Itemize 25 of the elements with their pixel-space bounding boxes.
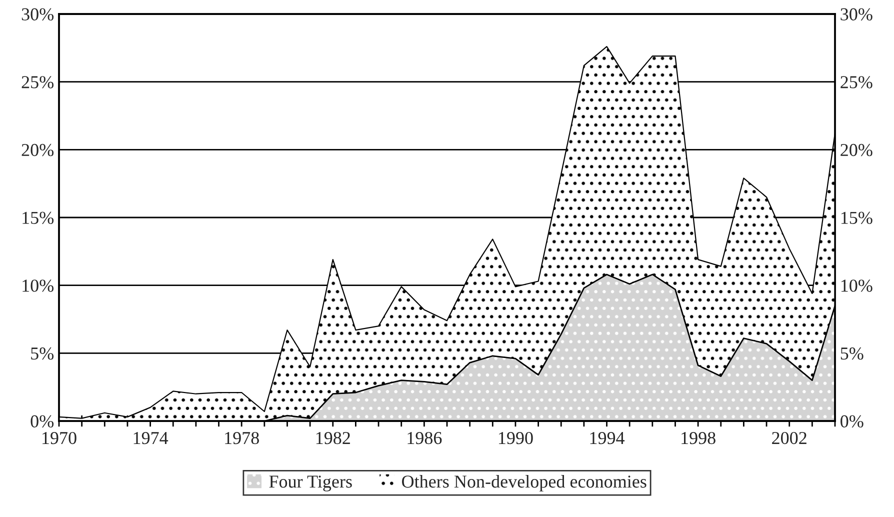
y-tick-label: 0%	[30, 415, 54, 428]
y2-tick-label: 5%	[840, 347, 864, 360]
x-tick-label: 1994	[590, 432, 625, 444]
y-tick-label: 30%	[22, 8, 54, 20]
y2-tick-label: 10%	[841, 280, 872, 292]
x-tick-label: 1978	[225, 432, 259, 444]
y-tick-label: 15%	[22, 212, 54, 224]
x-tick-label: 1990	[499, 432, 533, 444]
y-tick-label: 10%	[22, 280, 54, 292]
y2-tick-label: 15%	[841, 212, 872, 224]
y-tick-label: 20%	[22, 144, 54, 156]
y2-tick-label: 0%	[840, 415, 864, 428]
y-tick-label: 5%	[31, 347, 54, 360]
legend-label: Four Tigers	[269, 476, 352, 492]
x-tick-label: 1974	[134, 432, 168, 444]
x-tick-label: 2002	[772, 432, 806, 444]
x-tick-label: 1982	[316, 432, 350, 444]
x-tick-label: 1998	[682, 432, 716, 444]
y2-tick-label: 20%	[840, 144, 872, 156]
x-tick-label: 1986	[408, 432, 442, 444]
x-tick-label: 1970	[42, 432, 76, 444]
y2-tick-label: 25%	[840, 76, 872, 88]
y-tick-label: 25%	[22, 76, 54, 88]
y2-tick-label: 30%	[840, 8, 872, 20]
legend-label: Others Non-developed economies	[402, 474, 646, 492]
